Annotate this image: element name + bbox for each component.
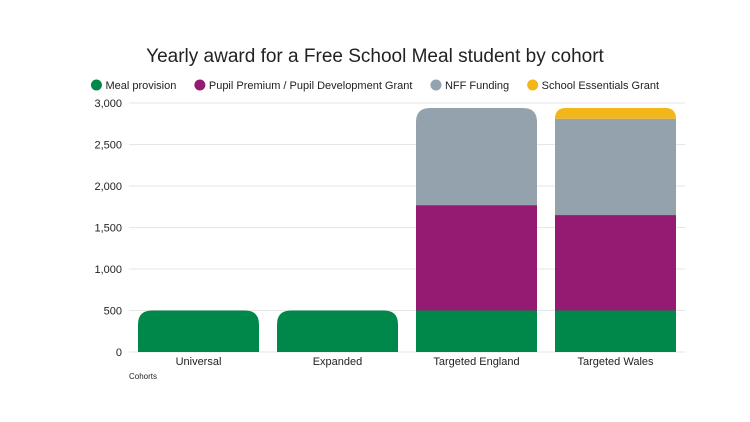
bar-targeted-wales-meal-provision: [555, 310, 676, 352]
chart-title: Yearly award for a Free School Meal stud…: [146, 46, 604, 67]
bar-targeted-england-pupil-premium-pupil-development-grant: [416, 205, 537, 311]
y-tick-label: 1,500: [94, 223, 122, 235]
bar-targeted-wales-nff-funding: [555, 118, 676, 216]
y-axis: 0 500 1,000 1,500 2,000 2,500 3,000: [94, 98, 122, 359]
legend-swatch: [90, 79, 102, 91]
y-tick-label: 0: [116, 347, 122, 359]
y-tick-label: 2,000: [94, 181, 122, 193]
x-tick-label: Expanded: [313, 356, 363, 368]
y-tick-label: 2,500: [94, 140, 122, 152]
legend-swatch: [430, 79, 442, 91]
legend-label: School Essentials Grant: [542, 80, 659, 92]
legend-swatch: [194, 79, 206, 91]
bar-targeted-england-meal-provision: [416, 310, 537, 352]
bar-expanded-meal-provision: [277, 310, 398, 352]
y-tick-label: 1,000: [94, 264, 122, 276]
legend-label: Meal provision: [105, 80, 176, 92]
x-axis: Universal Expanded Targeted England Targete…: [176, 356, 654, 368]
bar-targeted-england-nff-funding: [416, 107, 537, 206]
y-tick-label: 3,000: [94, 98, 122, 110]
y-tick-label: 500: [104, 306, 122, 318]
bar-targeted-wales-school-essentials-grant: [555, 107, 676, 119]
legend-item-school-essentials-grant: School Essentials Grant: [527, 79, 659, 92]
legend-item-meal-provision: Meal provision: [90, 79, 176, 92]
legend: Meal provision Pupil Premium / Pupil Deve…: [90, 79, 659, 92]
legend-label: Pupil Premium / Pupil Development Grant: [209, 80, 413, 92]
x-tick-label: Universal: [176, 356, 222, 368]
bars: [138, 107, 676, 352]
legend-label: NFF Funding: [445, 80, 509, 92]
x-tick-label: Targeted Wales: [577, 356, 654, 368]
bar-targeted-wales-pupil-premium-pupil-development-grant: [555, 215, 676, 311]
legend-item-nff-funding: NFF Funding: [430, 79, 509, 92]
x-tick-label: Targeted England: [433, 356, 519, 368]
legend-swatch: [527, 79, 539, 91]
bar-universal-meal-provision: [138, 310, 259, 352]
legend-item-pupil-premium-pupil-development-grant: Pupil Premium / Pupil Development Grant: [194, 79, 413, 92]
x-axis-title: Cohorts: [129, 372, 157, 381]
